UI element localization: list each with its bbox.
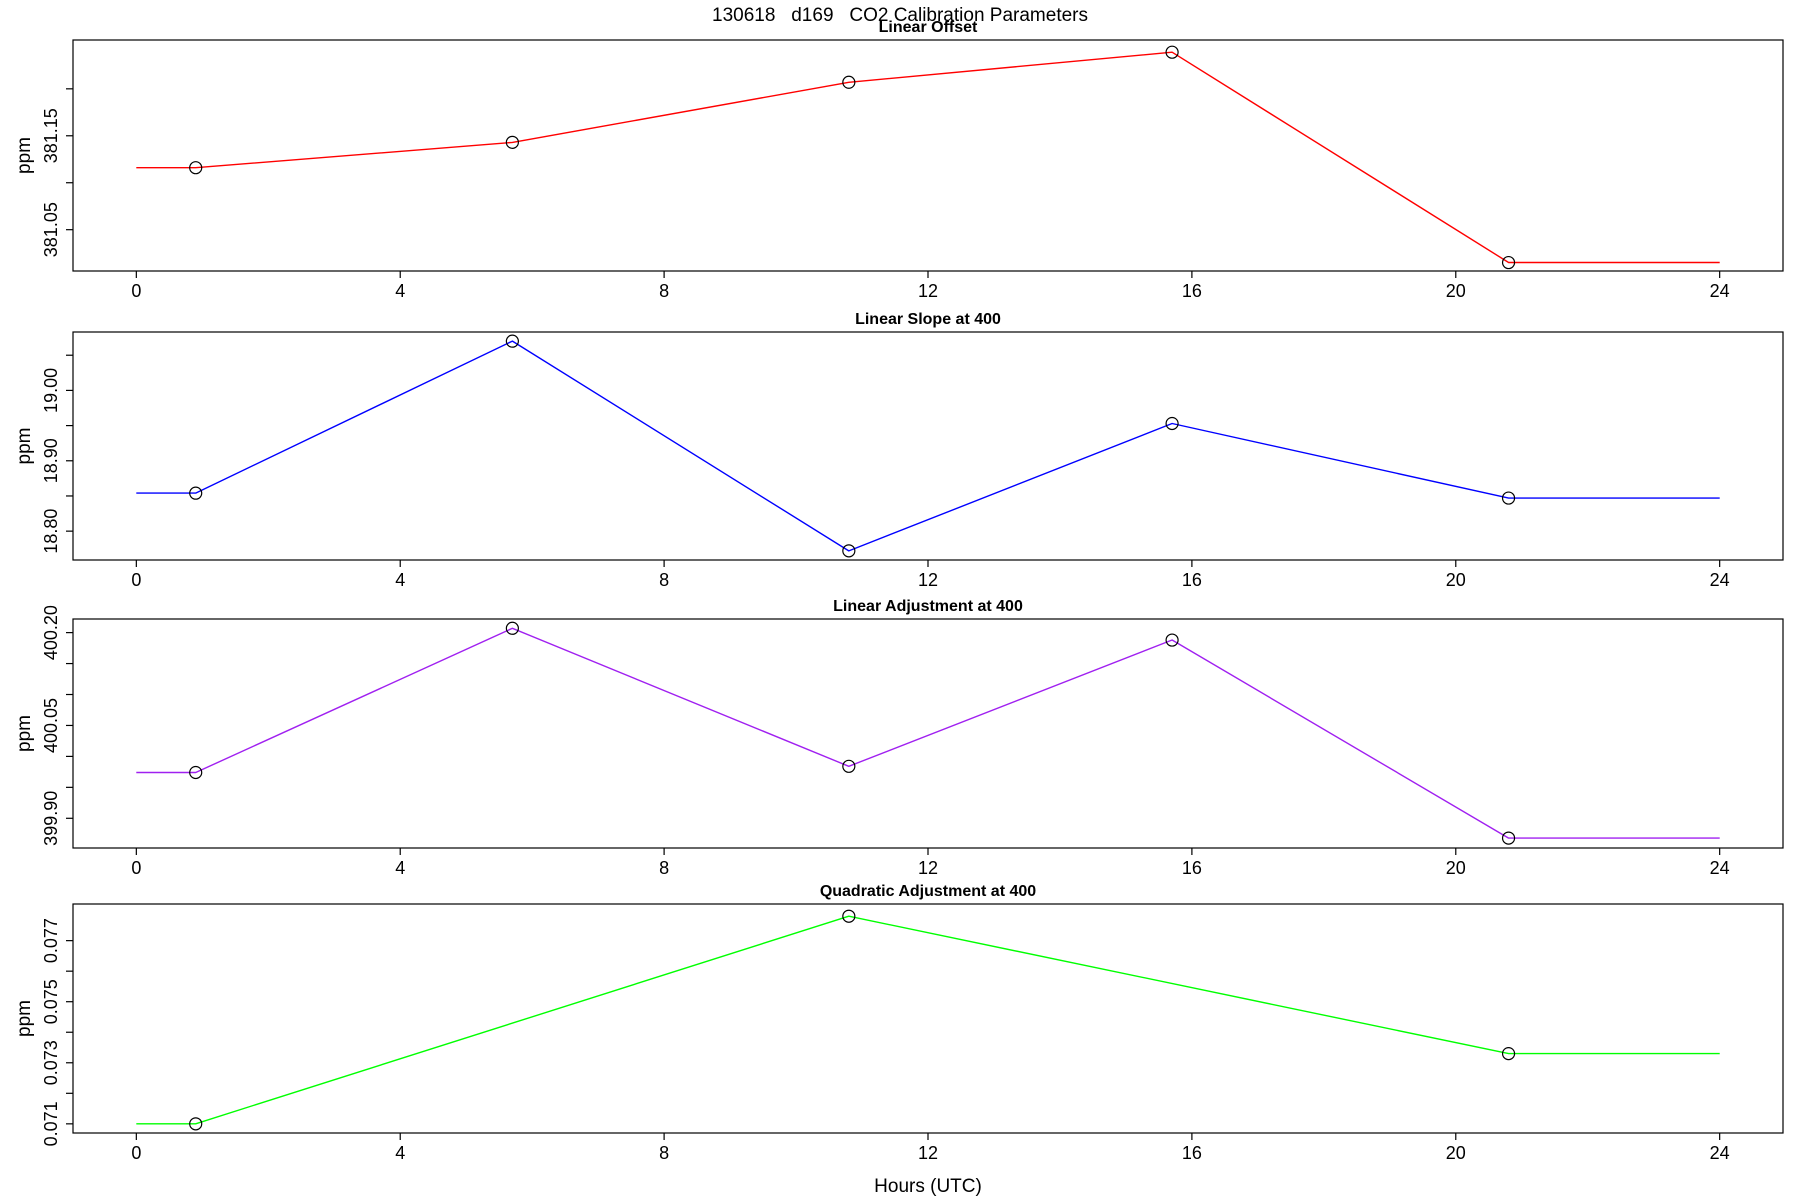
x-tick-label: 24	[1710, 858, 1730, 878]
x-tick-label: 24	[1710, 570, 1730, 590]
y-tick-label: 400.20	[41, 605, 61, 660]
data-point-marker	[1165, 416, 1179, 431]
data-point-marker	[1165, 633, 1179, 647]
x-tick-label: 4	[395, 858, 405, 878]
chart-panel-3: Linear Adjustment at 400 0 4 8 12 16 20 24 399.9…	[14, 598, 1784, 878]
x-tick-label: 8	[659, 281, 669, 301]
y-tick-label: 19.00	[41, 368, 61, 413]
data-point-marker	[189, 161, 203, 175]
data-point-marker	[842, 75, 856, 89]
y-tick-label: 18.90	[41, 438, 61, 483]
y-axis-label: ppm	[14, 1000, 35, 1037]
y-tick-label: 400.05	[41, 698, 61, 753]
x-tick-label: 4	[395, 281, 405, 301]
y-tick-label: 0.073	[41, 1040, 61, 1085]
x-tick-label: 16	[1182, 281, 1202, 301]
x-tick-label: 0	[131, 281, 141, 301]
x-tick-label: 8	[659, 570, 669, 590]
series-line	[136, 627, 1720, 839]
data-point-marker	[189, 486, 203, 500]
data-point-marker	[1501, 491, 1516, 505]
x-tick-label: 12	[918, 1143, 938, 1163]
x-tick-label: 0	[131, 858, 141, 878]
x-tick-label: 0	[131, 1143, 141, 1163]
main-title: 130618 d169 CO2 Calibration Parameters	[712, 5, 1088, 26]
x-tick-label: 20	[1446, 858, 1466, 878]
data-point-marker	[189, 765, 203, 780]
y-tick-label: 0.077	[41, 918, 61, 963]
y-axis-label: ppm	[14, 137, 35, 174]
y-axis-label: ppm	[14, 715, 35, 752]
x-tick-label: 16	[1182, 570, 1202, 590]
data-point-marker	[842, 909, 856, 923]
series-line	[136, 915, 1720, 1125]
x-tick-label: 16	[1182, 1143, 1202, 1163]
chart-panel-2: Linear Slope at 400 0 4 8 12 16 20 24 18.80 18.90…	[14, 311, 1784, 590]
series-line	[136, 340, 1720, 552]
x-axis-label: Hours (UTC)	[874, 1176, 982, 1197]
x-tick-label: 8	[659, 1143, 669, 1163]
data-point-marker	[505, 334, 519, 348]
x-tick-label: 12	[918, 570, 938, 590]
x-tick-label: 24	[1710, 281, 1730, 301]
x-tick-label: 12	[918, 858, 938, 878]
x-tick-label: 12	[918, 281, 938, 301]
panel-title: Quadratic Adjustment at 400	[820, 883, 1036, 900]
x-tick-label: 20	[1446, 281, 1466, 301]
data-point-marker	[1165, 45, 1179, 59]
x-tick-label: 4	[395, 1143, 405, 1163]
x-tick-label: 20	[1446, 570, 1466, 590]
data-point-marker	[842, 759, 856, 773]
chart-panel-1: Linear Offset 0 4 8 12 16 20 24 381.05 381.15 ppm	[14, 19, 1784, 301]
chart-panel-4: Quadratic Adjustment at 400 0 4 8 12 16 20 24 0.…	[14, 883, 1784, 1197]
panel-title: Linear Offset	[879, 19, 978, 36]
data-point-marker	[1501, 255, 1516, 270]
panel-title: Linear Adjustment at 400	[833, 598, 1023, 615]
data-point-marker	[189, 1117, 203, 1131]
y-axis-label: ppm	[14, 428, 35, 465]
panel-title: Linear Slope at 400	[855, 311, 1001, 328]
x-tick-label: 24	[1710, 1143, 1730, 1163]
data-point-marker	[1501, 831, 1516, 845]
data-point-marker	[842, 544, 856, 558]
y-tick-label: 381.05	[41, 202, 61, 257]
x-tick-label: 20	[1446, 1143, 1466, 1163]
data-point-marker	[1501, 1047, 1516, 1061]
data-point-marker	[505, 621, 519, 635]
data-point-marker	[505, 135, 519, 149]
plot-box	[72, 618, 1784, 849]
series-line	[136, 51, 1720, 264]
y-tick-label: 399.90	[41, 791, 61, 846]
y-tick-label: 381.15	[41, 108, 61, 163]
y-tick-label: 18.80	[41, 509, 61, 554]
x-tick-label: 8	[659, 858, 669, 878]
plot-box	[72, 331, 1784, 561]
y-tick-label: 0.075	[41, 979, 61, 1024]
plot-box	[72, 903, 1784, 1134]
x-tick-label: 0	[131, 570, 141, 590]
x-tick-label: 16	[1182, 858, 1202, 878]
x-tick-label: 4	[395, 570, 405, 590]
y-tick-label: 0.071	[41, 1101, 61, 1146]
